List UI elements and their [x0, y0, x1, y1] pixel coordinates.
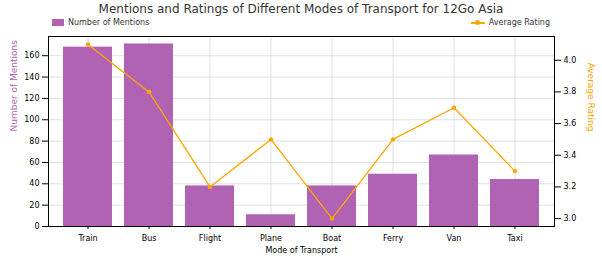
svg-text:Train: Train: [77, 234, 97, 243]
svg-text:120: 120: [24, 94, 39, 103]
svg-text:100: 100: [24, 115, 39, 124]
html-text:Mentions and Ratings of Differ: Mentions and Ratings of Different Modes …: [98, 2, 504, 16]
svg-text:20: 20: [29, 201, 39, 210]
svg-text:Flight: Flight: [199, 234, 221, 243]
svg-text:160: 160: [24, 51, 39, 60]
svg-text:4.0: 4.0: [564, 56, 577, 65]
svg-text:Boat: Boat: [323, 234, 341, 243]
svg-text:Taxi: Taxi: [506, 234, 522, 243]
html-text:Average Rating: Average Rating: [488, 18, 550, 27]
svg-text:3.2: 3.2: [564, 182, 577, 191]
html-text:Number of Mentions: Number of Mentions: [68, 18, 150, 27]
svg-text:3.8: 3.8: [564, 87, 577, 96]
svg-text:Bus: Bus: [142, 234, 157, 243]
svg-text:Ferry: Ferry: [383, 234, 404, 243]
svg-text:Mode of Transport: Mode of Transport: [265, 246, 337, 255]
svg-text:140: 140: [24, 73, 39, 82]
svg-text:3.4: 3.4: [564, 151, 577, 160]
svg-text:Number of Mentions: Number of Mentions: [9, 40, 19, 132]
svg-text:3.6: 3.6: [564, 119, 577, 128]
svg-text:80: 80: [29, 137, 39, 146]
svg-text:60: 60: [29, 158, 39, 167]
svg-text:0: 0: [34, 222, 39, 231]
svg-text:3.0: 3.0: [564, 214, 577, 223]
svg-text:Average Rating: Average Rating: [586, 63, 596, 132]
svg-text:Plane: Plane: [260, 234, 282, 243]
svg-text:Van: Van: [447, 234, 462, 243]
svg-text:40: 40: [29, 179, 39, 188]
